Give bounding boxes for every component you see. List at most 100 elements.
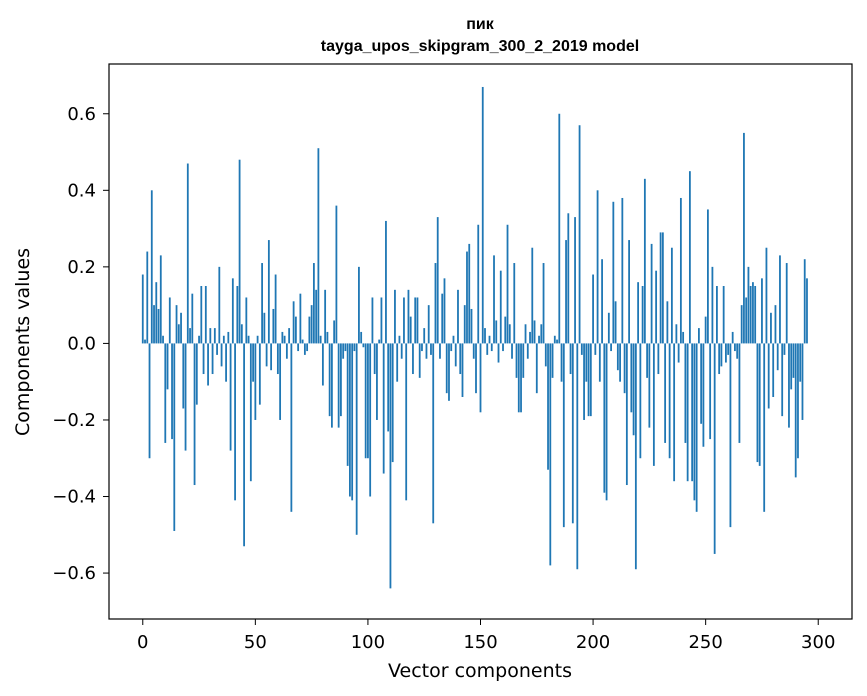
bar-144	[466, 251, 468, 344]
bar-262	[731, 331, 734, 344]
bar-47	[247, 335, 250, 344]
bar-31	[211, 343, 214, 375]
bar-190	[569, 343, 572, 375]
bar-109	[387, 343, 390, 432]
bar-170	[524, 324, 527, 344]
bar-280	[772, 343, 775, 397]
bar-234	[668, 343, 671, 459]
bar-119	[409, 316, 412, 344]
bar-43	[238, 159, 241, 344]
bar-70	[299, 293, 302, 344]
bar-150	[479, 343, 482, 413]
bar-279	[770, 312, 772, 344]
bar-253	[711, 266, 714, 344]
bar-11	[166, 343, 169, 390]
bar-145	[468, 243, 471, 344]
bar-291	[797, 343, 799, 459]
bar-76	[312, 263, 315, 344]
bar-33	[216, 343, 218, 355]
bar-32	[213, 328, 216, 344]
bar-269	[747, 266, 750, 344]
bar-129	[432, 343, 435, 524]
bar-200	[592, 274, 594, 344]
bar-18	[182, 343, 185, 409]
bar-79	[319, 335, 322, 344]
bar-174	[533, 320, 536, 344]
bar-143	[463, 305, 466, 344]
bar-231	[661, 232, 664, 344]
bar-62	[281, 331, 284, 344]
bar-7	[157, 308, 160, 344]
y-axis-label: Components values	[12, 248, 34, 436]
bar-251	[707, 209, 709, 344]
bar-13	[171, 343, 173, 440]
bar-52	[258, 343, 261, 405]
bar-123	[418, 343, 421, 378]
bar-228	[655, 270, 658, 344]
bar-65	[288, 328, 291, 344]
bar-203	[598, 343, 601, 382]
y-tick-label: −0.2	[52, 410, 96, 431]
y-tick-label: 0.0	[67, 333, 96, 354]
bar-217	[630, 343, 633, 413]
bar-163	[508, 324, 511, 344]
bar-115	[400, 343, 403, 359]
bar-171	[526, 343, 529, 359]
bar-238	[677, 343, 680, 363]
bar-261	[729, 343, 732, 528]
bar-167	[517, 343, 520, 413]
bar-122	[416, 297, 419, 344]
bar-110	[389, 343, 392, 589]
bar-165	[513, 263, 516, 344]
bar-90	[344, 343, 347, 352]
bar-84	[331, 343, 333, 428]
bar-116	[403, 297, 405, 344]
bar-226	[650, 243, 653, 344]
bar-26	[200, 286, 203, 344]
bar-242	[686, 343, 689, 482]
bar-156	[493, 255, 495, 344]
bar-237	[675, 324, 678, 344]
bar-12	[168, 297, 171, 344]
bar-245	[693, 343, 696, 501]
bar-46	[245, 297, 248, 344]
bar-98	[362, 343, 365, 348]
bar-57	[270, 343, 273, 371]
bar-83	[328, 343, 331, 417]
bar-100	[367, 343, 369, 459]
bar-14	[173, 343, 176, 531]
bar-179	[544, 343, 547, 367]
bar-111	[391, 343, 394, 463]
bar-48	[249, 343, 252, 482]
bar-107	[382, 343, 385, 474]
bar-72	[303, 343, 306, 355]
bar-34	[218, 266, 221, 344]
bar-37	[225, 343, 227, 382]
bar-233	[666, 301, 669, 344]
bar-73	[306, 343, 309, 352]
bar-106	[380, 297, 383, 344]
bar-270	[749, 286, 752, 344]
bar-78	[317, 148, 320, 344]
x-tick-label: 100	[351, 632, 385, 653]
bar-187	[562, 343, 565, 528]
y-axis-ticks: −0.6 −0.4 −0.2 0.0 0.2 0.4 0.6	[52, 104, 109, 584]
bar-283	[779, 255, 781, 344]
bar-1	[144, 339, 146, 344]
chart-title-line2: tayga_upos_skipgram_300_2_2019 model	[321, 38, 639, 55]
bar-95	[355, 343, 358, 535]
bar-68	[294, 316, 297, 344]
bar-54	[263, 312, 266, 344]
bar-51	[256, 335, 259, 344]
bar-44	[240, 324, 243, 344]
bar-141	[459, 343, 462, 375]
bar-235	[670, 247, 673, 344]
bar-206	[605, 343, 608, 501]
bar-282	[776, 343, 779, 371]
y-tick-label: −0.4	[52, 487, 96, 508]
bar-195	[580, 343, 583, 355]
x-axis-label: Vector components	[388, 660, 572, 682]
bar-29	[207, 343, 209, 386]
bar-220	[637, 282, 640, 344]
bar-172	[529, 331, 531, 344]
